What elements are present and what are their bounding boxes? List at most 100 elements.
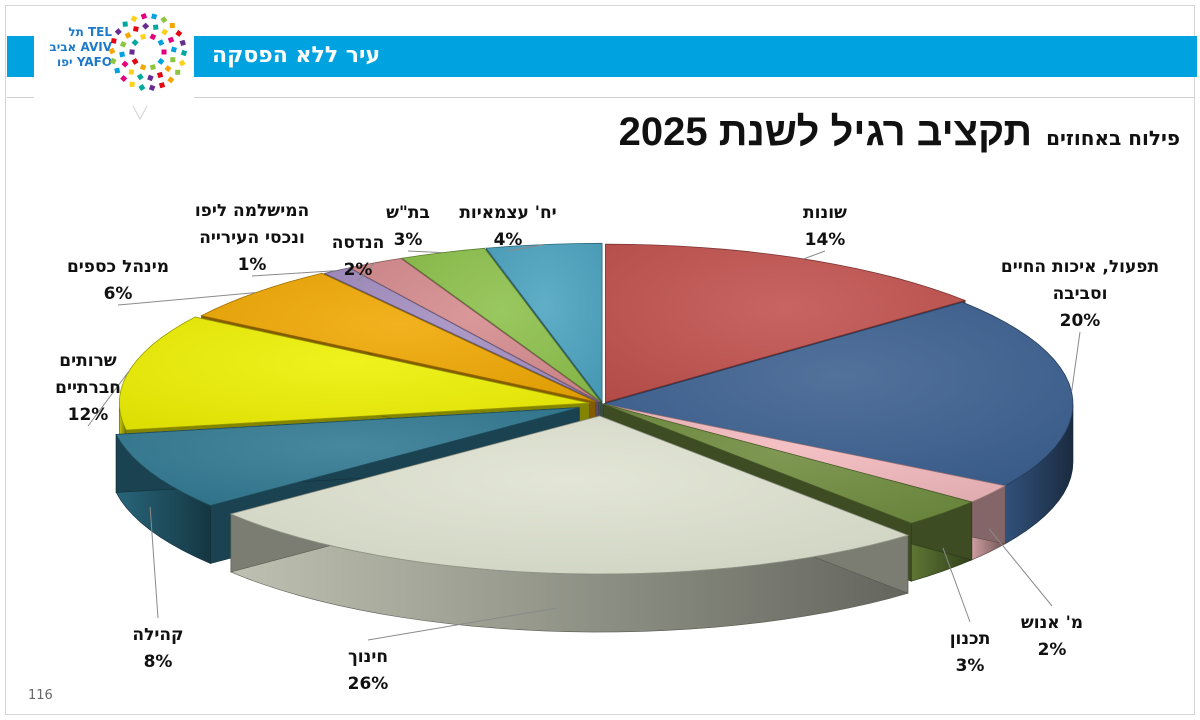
slice-name-label: יח' עצמאיות <box>459 203 556 223</box>
slice-name-label: תפעול, איכות החיים <box>1001 257 1159 277</box>
slice-leader-line <box>149 506 159 619</box>
pie-slice-9 <box>348 257 600 402</box>
slice-value-label: 20% <box>1060 311 1101 331</box>
logo-confetti-piece <box>140 12 148 20</box>
slice-leader-line <box>357 262 376 282</box>
title-row: תקציב רגיל לשנת 2025 פילוח באחוזים <box>619 110 1180 166</box>
slice-name-label: בת"ש <box>386 203 430 223</box>
slice-name-label: חברתיים <box>55 378 121 398</box>
logo-confetti-piece <box>157 57 165 65</box>
logo-confetti-piece <box>175 29 183 37</box>
logo-confetti-piece <box>160 16 168 24</box>
logo-confetti-piece <box>129 81 135 88</box>
slice-leader-line <box>1071 331 1081 392</box>
logo-confetti-piece <box>157 71 164 79</box>
slice-leader-line <box>803 250 826 260</box>
slice-value-label: 12% <box>68 405 109 425</box>
logo-confetti-piece <box>121 60 129 68</box>
slice-leader-line <box>251 270 337 277</box>
logo-confetti-piece <box>149 33 157 41</box>
logo-confetti-piece <box>136 73 144 81</box>
slice-leader-line <box>407 250 443 254</box>
logo-confetti-piece <box>170 46 177 53</box>
slice-name-label: מינהל כספים <box>67 257 169 277</box>
slice-leader-line <box>117 292 256 306</box>
chart-title: תקציב רגיל לשנת 2025 <box>618 110 1033 154</box>
logo-confetti-piece <box>157 39 165 46</box>
pie-slice-10 <box>401 247 601 402</box>
logo-confetti-piece <box>114 67 121 74</box>
logo-confetti-piece <box>151 13 158 20</box>
page-number: 116 <box>28 688 53 703</box>
slice-value-label: 3% <box>956 656 985 676</box>
logo-confetti-piece <box>120 74 128 83</box>
logo-confetti-piece <box>161 49 167 55</box>
slice-value-label: 26% <box>348 674 389 694</box>
logo-confetti-piece <box>167 36 175 44</box>
slice-name-label: המישלמה ליפו <box>195 201 309 221</box>
logo-confetti-piece <box>124 32 132 39</box>
pie-slice-0 <box>605 243 967 403</box>
slice-value-label: 8% <box>144 652 173 672</box>
slice-name-label: תכנון <box>950 629 991 649</box>
slice-name-label: וסביבה <box>1053 284 1108 304</box>
logo-confetti-piece <box>170 57 176 63</box>
logo-confetti-piece <box>108 47 116 55</box>
slice-name-label: שונות <box>803 203 847 223</box>
logo-confetti-icon <box>108 12 188 92</box>
logo-confetti-piece <box>138 84 146 91</box>
logo <box>34 6 194 106</box>
logo-confetti-piece <box>149 64 156 71</box>
logo-confetti-piece <box>179 39 186 47</box>
logo-line-1: תל TEL <box>68 25 112 39</box>
logo-confetti-piece <box>122 21 128 27</box>
logo-confetti-piece <box>131 57 139 65</box>
logo-line-3: יפו YAFO <box>57 55 112 69</box>
slice-value-label: 1% <box>238 255 267 275</box>
slice-value-label: 3% <box>394 230 423 250</box>
slice-name-label: חינוך <box>348 647 388 667</box>
logo-confetti-piece <box>164 65 172 73</box>
slice-name-label: הנדסה <box>332 233 385 253</box>
slice-name-label: מ' אנוש <box>1021 613 1083 633</box>
slice-value-label: 2% <box>344 260 373 280</box>
pie-slice-5 <box>115 407 580 506</box>
logo-confetti-piece <box>167 76 175 84</box>
slice-leader-line <box>988 528 1053 607</box>
slice-leader-line <box>87 371 130 427</box>
slice-labels: שונות 14% תפעול, איכות החיים וסביבה 20% מ' אנ… <box>55 201 1159 694</box>
slice-value-label: 2% <box>1038 640 1067 660</box>
logo-confetti-piece <box>119 51 126 58</box>
pie-slice-4 <box>229 415 910 575</box>
logo-confetti-piece <box>178 59 186 67</box>
header-slogan: עיר ללא הפסקה <box>212 43 381 68</box>
logo-confetti-piece <box>152 24 159 30</box>
slice-leader-line <box>507 244 544 252</box>
logo-confetti-piece <box>148 84 156 92</box>
slice-value-label: 6% <box>104 284 133 304</box>
logo-text: תל TEL אביב AVIV יפו YAFO <box>42 22 112 82</box>
logo-confetti-piece <box>147 74 154 82</box>
logo-confetti-piece <box>129 49 135 55</box>
logo-confetti-piece <box>158 82 166 89</box>
logo-line-2: אביב AVIV <box>49 40 112 54</box>
logo-confetti-piece <box>110 38 117 44</box>
logo-confetti-piece <box>109 57 117 65</box>
chart-subtitle: פילוח באחוזים <box>1046 126 1180 150</box>
pie-slice-6 <box>118 316 590 431</box>
slice-name-label: קהילה <box>132 625 183 645</box>
logo-confetti-piece <box>161 28 169 36</box>
slice-value-label: 4% <box>494 230 523 250</box>
slice-leader-line <box>367 607 556 641</box>
logo-confetti-piece <box>140 33 147 40</box>
logo-confetti-piece <box>119 40 127 48</box>
slice-value-label: 14% <box>805 230 846 250</box>
logo-confetti-piece <box>130 15 138 23</box>
logo-confetti-piece <box>142 22 150 30</box>
logo-confetti-piece <box>180 49 188 57</box>
logo-confetti-piece <box>175 69 181 75</box>
logo-confetti-piece <box>133 26 139 32</box>
logo-confetti-piece <box>169 22 175 29</box>
logo-confetti-piece <box>131 39 139 47</box>
